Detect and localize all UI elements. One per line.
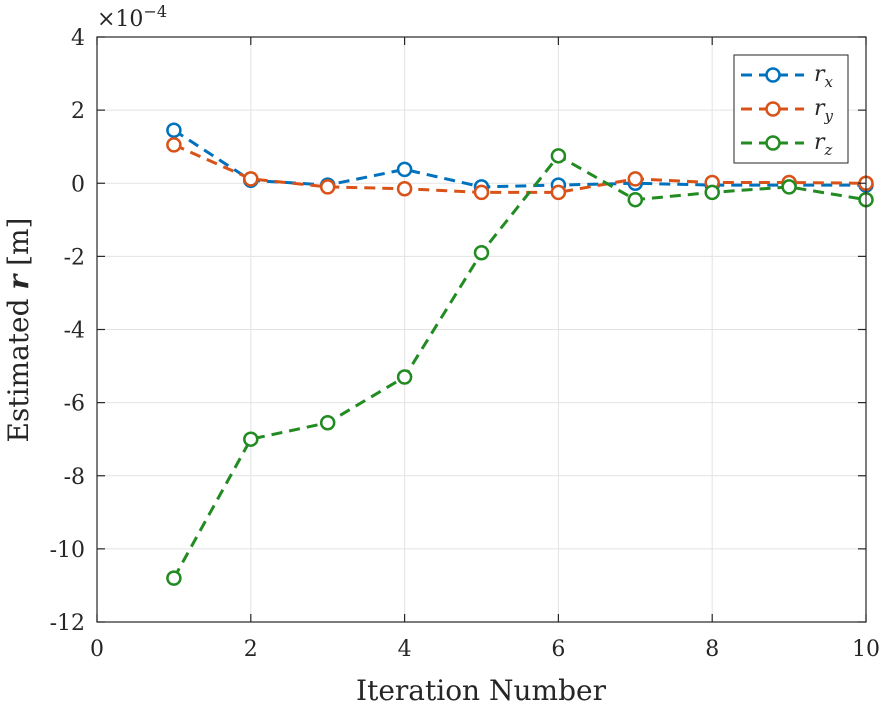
data-point-rx [396, 161, 413, 178]
data-point-rz [550, 148, 567, 164]
y-tick-label: 4 [71, 26, 85, 51]
x-tick-label: 0 [90, 637, 104, 662]
y-tick-label: 0 [71, 172, 85, 197]
legend-marker [765, 67, 781, 83]
y-tick-label: -6 [64, 392, 85, 417]
legend-marker [765, 135, 781, 151]
data-point-rz [396, 369, 413, 385]
data-point-ry [319, 179, 336, 195]
y-axis-label: Estimated r [m] [2, 218, 35, 443]
data-point-rx [166, 122, 182, 138]
axis-ticks: 0 2 4 6 8 10 -12 -10 -8 -6 -4 -2 0 2 4 [50, 26, 880, 662]
series-line-ry [173, 143, 867, 194]
data-point-ry [396, 180, 413, 197]
data-point-ry [627, 171, 644, 187]
data-point-ry [550, 184, 567, 201]
data-point-rz [781, 179, 797, 195]
legend-marker [765, 101, 781, 117]
x-tick-label: 4 [398, 637, 412, 662]
data-point-rz [704, 184, 720, 201]
data-point-rz [473, 244, 490, 261]
data-point-rz [243, 431, 259, 447]
legend-entry: rz [814, 130, 833, 159]
y-exponent-label: ×10−4 [97, 2, 167, 32]
y-tick-label: -2 [64, 245, 85, 270]
data-point-rz [319, 414, 336, 431]
series-line-rz [172, 153, 867, 579]
x-tick-label: 10 [852, 637, 880, 662]
x-axis-label: Iteration Number [356, 674, 607, 707]
y-tick-label: -10 [50, 538, 85, 563]
data-point-rz [627, 191, 644, 208]
x-tick-label: 6 [551, 637, 565, 662]
x-tick-label: 2 [244, 637, 258, 662]
y-tick-label: 2 [71, 99, 85, 124]
data-point-ry [243, 171, 259, 187]
legend-entry: rx [814, 62, 834, 91]
data-point-rz [166, 570, 182, 586]
legend-box [733, 54, 849, 164]
legend-entry: ry [814, 96, 834, 125]
series-line-rx [173, 128, 866, 189]
data-point-ry [166, 137, 182, 153]
y-tick-label: -8 [64, 465, 85, 490]
y-tick-label: -4 [64, 319, 85, 344]
y-tick-label: -12 [50, 611, 85, 636]
x-tick-label: 8 [705, 637, 719, 662]
data-point-ry [473, 184, 490, 201]
plot-series [166, 122, 874, 586]
legend: rx ry rz [733, 54, 849, 164]
